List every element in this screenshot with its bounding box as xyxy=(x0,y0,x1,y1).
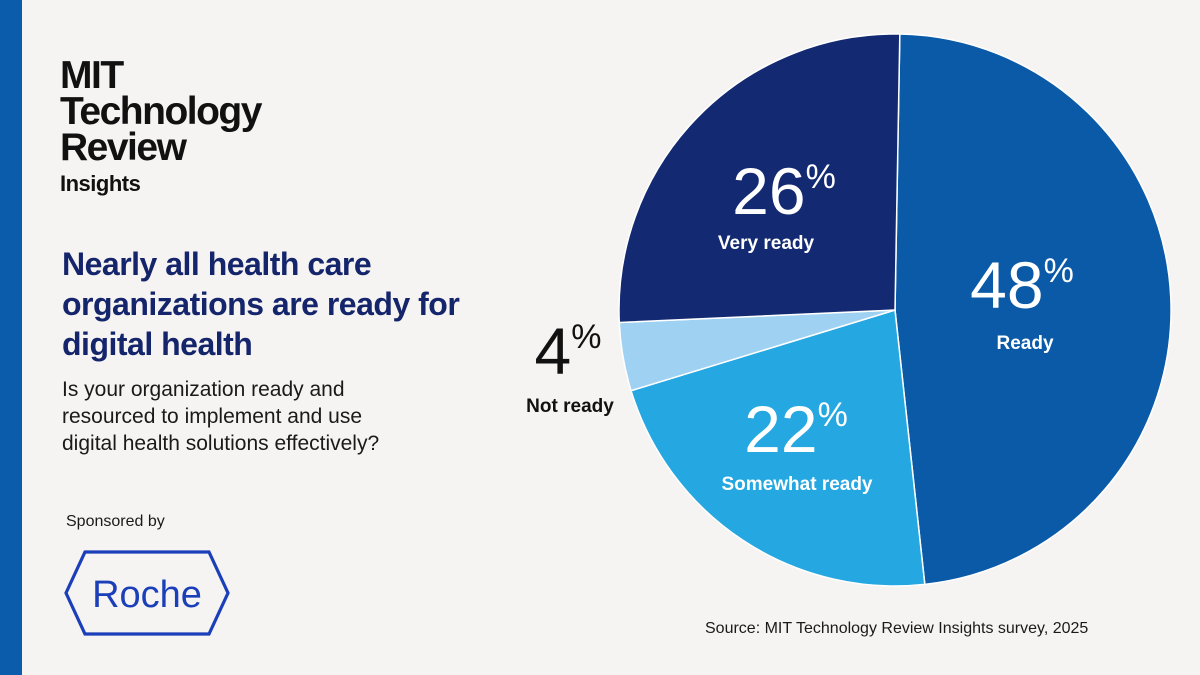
logo-line-insights: Insights xyxy=(60,171,141,196)
source-note: Source: MIT Technology Review Insights s… xyxy=(705,620,1089,637)
pie-slice-somewhat-ready xyxy=(630,309,926,587)
pie-value-label-somewhat-ready: 22% xyxy=(744,392,848,466)
roche-logo: Roche xyxy=(64,550,230,636)
mit-technology-review-insights-logo: MIT Technology Review Insights xyxy=(60,54,262,198)
pie-value-label-not-ready: 4% xyxy=(535,314,602,388)
pie-category-label-somewhat-ready: Somewhat ready xyxy=(722,474,873,495)
survey-question: Is your organization ready and resourced… xyxy=(62,378,380,455)
pie-slice-very-ready xyxy=(618,33,901,324)
pie-category-label-ready: Ready xyxy=(996,333,1053,354)
logo-line-mit: MIT xyxy=(60,54,124,97)
roche-logo-hexagon xyxy=(64,550,230,636)
accent-side-bar xyxy=(0,0,22,675)
logo-line-review: Review xyxy=(60,126,187,169)
roche-logo-text: Roche xyxy=(92,574,202,616)
pie-category-label-not-ready: Not ready xyxy=(526,396,614,417)
chart-headline: Nearly all health care organizations are… xyxy=(62,246,460,362)
pie-value-label-very-ready: 26% xyxy=(732,154,836,228)
pie-slice-ready xyxy=(894,33,1172,586)
sponsored-by-label: Sponsored by xyxy=(66,513,165,530)
pie-value-label-ready: 48% xyxy=(970,248,1074,322)
pie-category-label-very-ready: Very ready xyxy=(718,233,815,254)
logo-line-technology: Technology xyxy=(60,90,262,133)
